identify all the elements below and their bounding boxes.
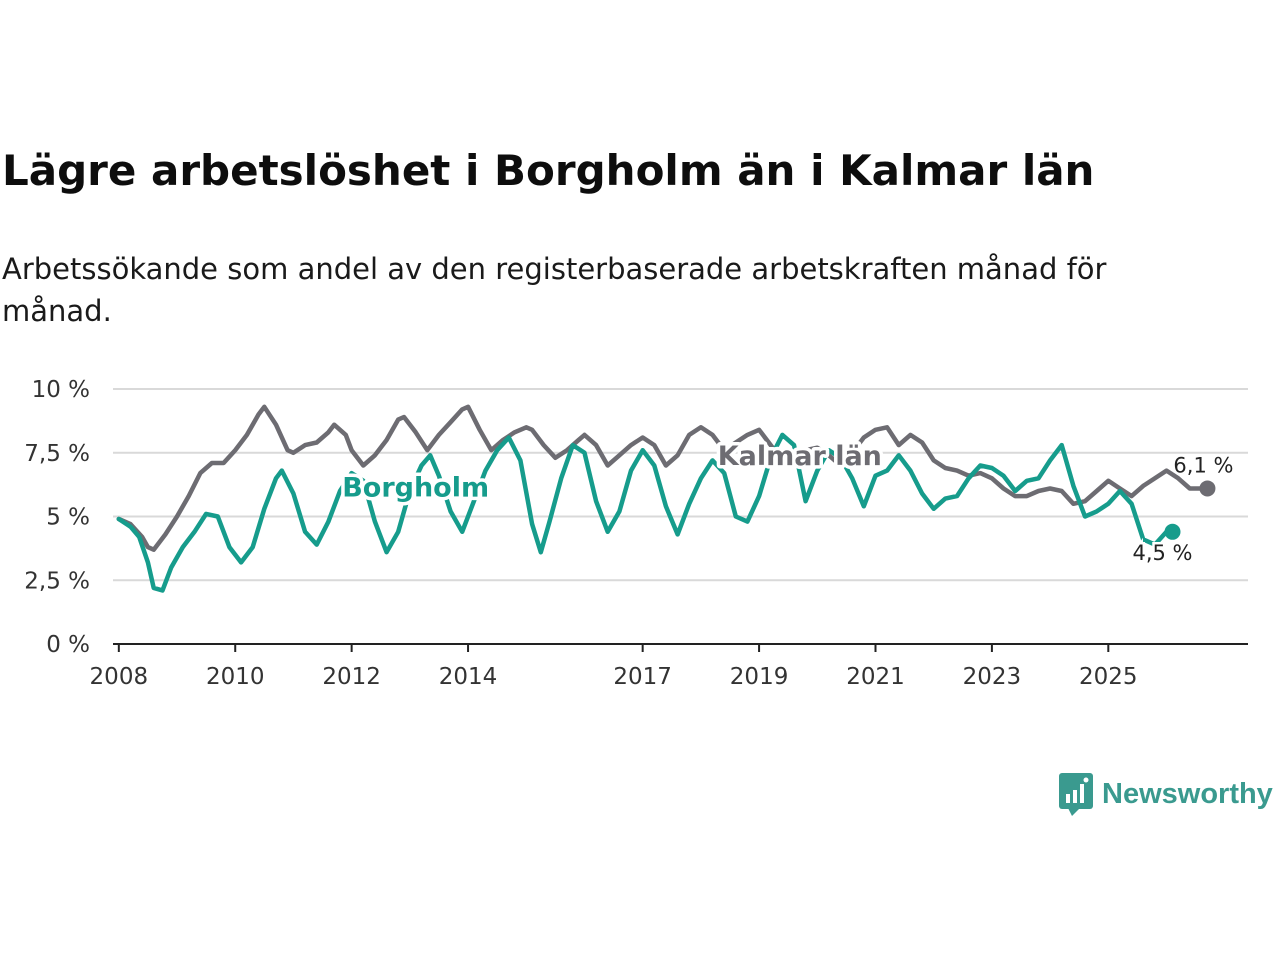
x-axis-ticks: 2008 2010 2012 2014 2017 2019 2021 2023 2025 (90, 644, 1138, 690)
x-tick-label: 2010 (206, 664, 265, 690)
chart-title: Lägre arbetslöshet i Borgholm än i Kalma… (2, 146, 1095, 195)
series-label-borgholm: Borgholm (342, 472, 489, 503)
gridlines (113, 388, 1248, 582)
y-axis-ticks: 0 % 2,5 % 5 % 7,5 % 10 % (24, 377, 90, 658)
series-line-kalmar-län (116, 404, 1204, 552)
x-tick-label: 2012 (322, 664, 381, 690)
brand-logo[interactable]: Newsworthy (1058, 772, 1273, 816)
y-tick-label: 7,5 % (24, 441, 90, 467)
series-label-kalmar-lan: Kalmar län (718, 441, 882, 472)
series-lines (116, 404, 1216, 593)
x-tick-label: 2017 (613, 664, 672, 690)
x-tick-label: 2025 (1079, 664, 1138, 690)
brand-name: Newsworthy (1102, 777, 1273, 810)
y-tick-label: 2,5 % (24, 568, 90, 594)
y-tick-label: 5 % (46, 505, 90, 531)
x-tick-label: 2021 (846, 664, 905, 690)
chart-subtitle: Arbetssökande som andel av den registerb… (2, 252, 1107, 328)
series-end-dot (1164, 523, 1181, 540)
end-label-kalmar-lan: 6,1 % (1173, 453, 1233, 477)
series-labels: Kalmar län Borgholm 6,1 % 4,5 % (339, 437, 1236, 567)
newsworthy-logo-icon (1059, 773, 1093, 816)
x-tick-label: 2023 (963, 664, 1022, 690)
y-tick-label: 10 % (32, 377, 90, 403)
line-chart: 0 % 2,5 % 5 % 7,5 % 10 % 2008 2010 2012 2014 201… (24, 377, 1248, 690)
end-label-borgholm: 4,5 % (1132, 541, 1192, 565)
x-tick-label: 2014 (439, 664, 498, 690)
series-end-dot (1199, 480, 1216, 497)
series-line-borgholm (116, 432, 1169, 593)
x-tick-label: 2019 (730, 664, 789, 690)
x-tick-label: 2008 (90, 664, 149, 690)
y-tick-label: 0 % (46, 632, 90, 658)
